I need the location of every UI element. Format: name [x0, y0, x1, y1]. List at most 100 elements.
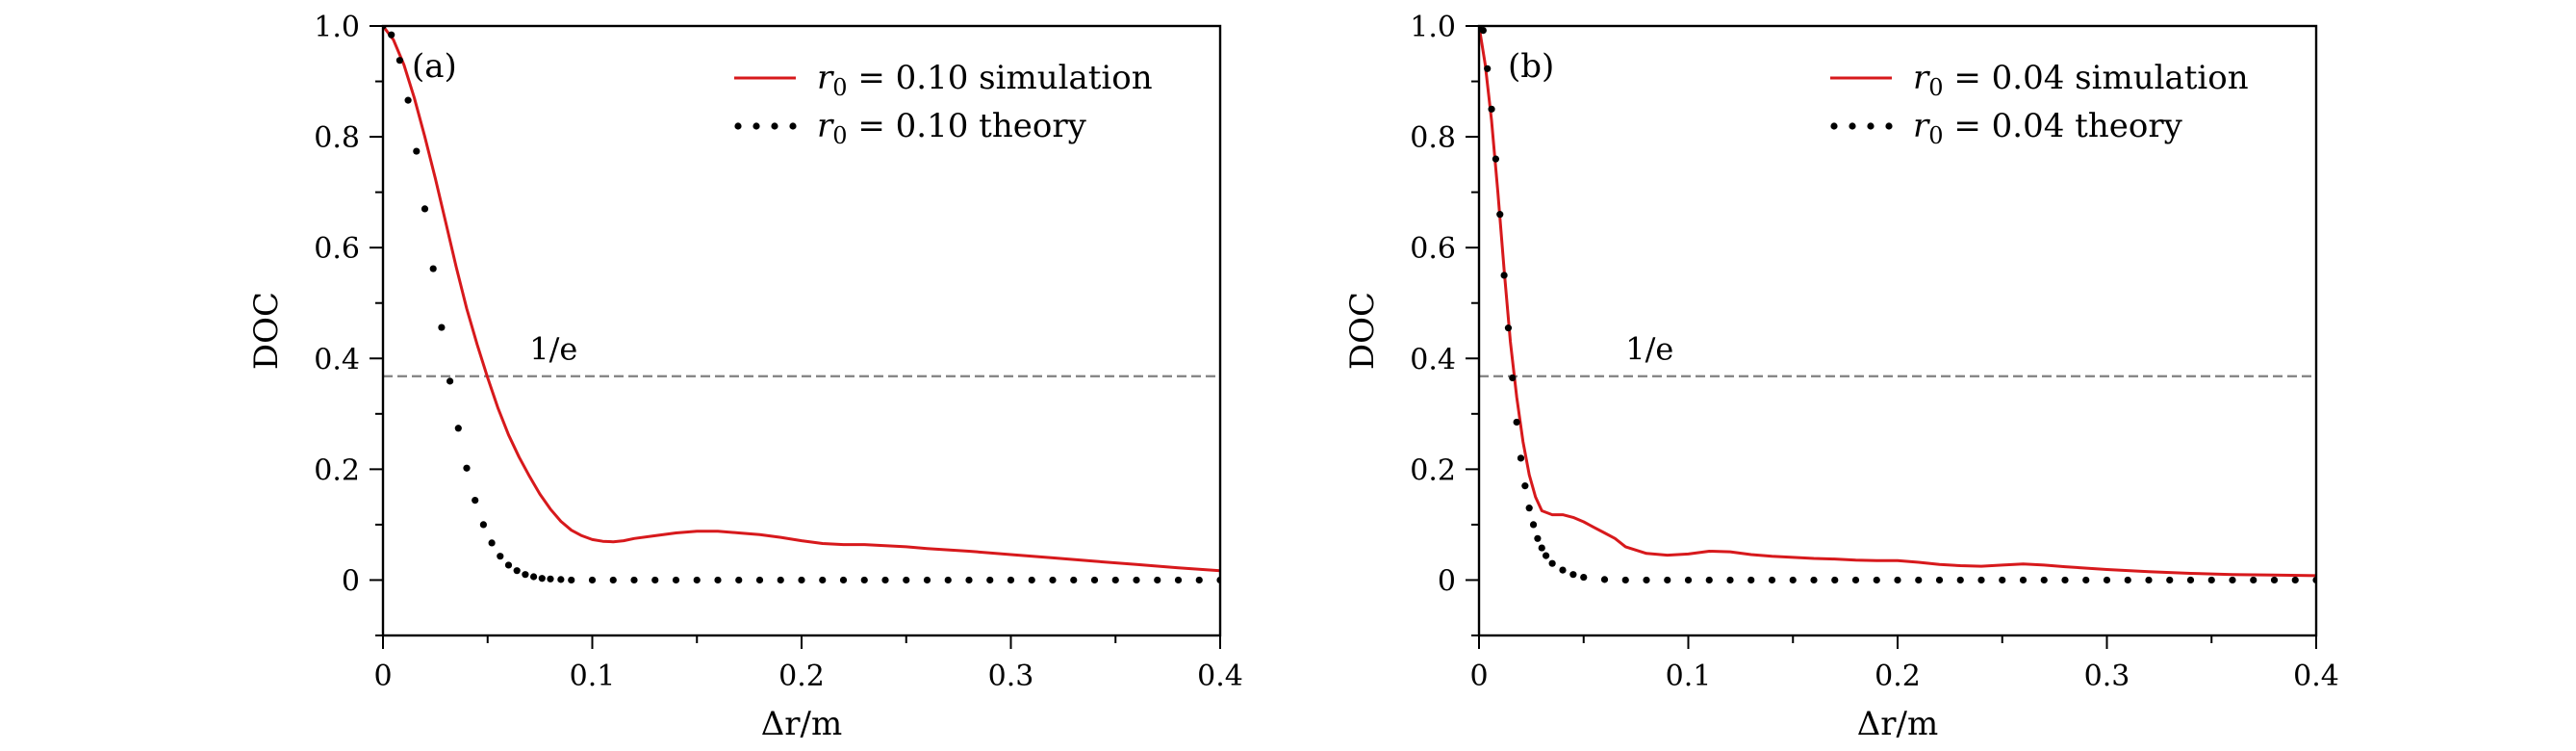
theory-point	[798, 576, 805, 584]
simulation-curve	[383, 26, 1220, 573]
theory-point	[1133, 576, 1140, 584]
theory-point	[1090, 576, 1099, 584]
theory-point	[2082, 576, 2090, 584]
y-tick-label: 0.4	[314, 343, 360, 376]
chart-panel-b: 1/e 0 0.1 0.2 0.3 0.4 0 0.2 0.4 0.6 0.8 1.0 Δr/m DOC (…	[1343, 11, 2339, 743]
theory-point	[1174, 576, 1183, 584]
theory-point	[693, 576, 701, 584]
theory-point	[1873, 576, 1880, 584]
theory-point	[2145, 576, 2153, 584]
theory-point	[1831, 576, 1839, 584]
legend-swatch-dot	[789, 122, 797, 130]
legend-text-rest: = 0.10 theory	[848, 107, 1087, 145]
theory-point	[2166, 576, 2174, 584]
x-tick-label: 0.3	[988, 660, 1034, 693]
legend-text-rest: = 0.04 simulation	[1944, 59, 2249, 97]
legend-variable: r	[817, 59, 834, 97]
theory-point	[2124, 576, 2131, 584]
theory-point	[538, 575, 546, 583]
theory-point	[513, 567, 521, 575]
legend-label: r0 = 0.04 theory	[1913, 107, 2183, 149]
theory-point	[1977, 576, 1985, 584]
theory-point	[1484, 65, 1492, 72]
theory-point	[944, 576, 952, 584]
theory-point	[1070, 576, 1078, 584]
theory-point	[1684, 576, 1693, 584]
y-tick-label: 1.0	[314, 11, 360, 44]
series-simulation	[383, 26, 1220, 573]
legend-text-rest: = 0.10 simulation	[848, 59, 1153, 97]
x-tick-label: 0.2	[1875, 660, 1921, 693]
theory-point	[2229, 576, 2236, 584]
theory-point	[1534, 534, 1542, 542]
legend-subscript: 0	[1928, 122, 1943, 149]
theory-point	[463, 464, 471, 472]
legend-item: r0 = 0.04 simulation	[1830, 59, 2249, 101]
theory-point	[1548, 559, 1556, 567]
theory-point	[1600, 576, 1609, 583]
theory-point	[1705, 576, 1713, 584]
axes-frame	[1477, 24, 2318, 637]
legend-subscript: 0	[1928, 74, 1943, 101]
theory-point	[839, 576, 848, 584]
theory-point	[1664, 576, 1671, 584]
theory-point	[714, 576, 722, 584]
theory-point	[1500, 272, 1508, 279]
x-axis-title: Δr/m	[761, 705, 843, 743]
theory-point	[881, 576, 889, 584]
axes-frame	[381, 24, 1222, 637]
theory-point	[404, 96, 412, 104]
x-tick-label: 0	[373, 660, 392, 693]
theory-point	[672, 576, 680, 584]
y-axis-title: DOC	[1343, 292, 1382, 370]
theory-point	[497, 553, 504, 560]
theory-point	[1028, 576, 1035, 584]
legend-variable: r	[817, 107, 834, 145]
theory-point	[1521, 482, 1529, 490]
theory-point	[903, 576, 910, 584]
legend-variable: r	[1913, 107, 1930, 145]
y-tick-label: 0.6	[1410, 232, 1456, 266]
legend-swatch-dot	[1849, 122, 1856, 130]
theory-point	[651, 576, 659, 584]
y-tick-label: 1.0	[1410, 11, 1456, 44]
theory-point	[1492, 155, 1499, 163]
theory-point	[1851, 576, 1860, 584]
theory-point	[2291, 576, 2299, 584]
x-tick-label: 0.4	[2293, 660, 2339, 693]
legend-label: r0 = 0.10 simulation	[817, 59, 1153, 101]
legend-item: r0 = 0.10 simulation	[734, 59, 1153, 101]
legend-subscript: 0	[832, 122, 847, 149]
theory-point	[819, 576, 827, 584]
theory-point	[504, 561, 513, 569]
x-tick-label: 0.1	[1666, 660, 1712, 693]
legend-subscript: 0	[832, 74, 847, 101]
theory-point	[429, 265, 437, 272]
theory-point	[1768, 576, 1776, 584]
theory-point	[1935, 576, 1944, 584]
reference-line-label: 1/e	[529, 331, 577, 368]
theory-point	[479, 521, 487, 529]
theory-point	[1580, 573, 1588, 582]
x-tick-label: 0.3	[2084, 660, 2130, 693]
theory-point	[1195, 576, 1203, 584]
legend-swatch-dot	[734, 122, 742, 130]
theory-point	[488, 539, 496, 547]
theory-point	[2207, 576, 2215, 584]
x-tick-label: 0	[1469, 660, 1488, 693]
theory-point	[1747, 576, 1755, 584]
theory-point	[438, 324, 446, 331]
legend-swatch-dot	[1830, 122, 1838, 130]
y-tick-label: 0	[1438, 564, 1456, 598]
panel-label: (a)	[412, 47, 457, 86]
x-axis-title: Δr/m	[1857, 705, 1939, 743]
theory-point	[986, 576, 994, 584]
y-tick-label: 0.6	[314, 232, 360, 266]
theory-point	[588, 576, 597, 584]
theory-point	[1504, 324, 1513, 332]
theory-point	[388, 31, 395, 39]
legend-swatch-dot	[771, 122, 778, 130]
theory-point	[1509, 374, 1517, 382]
y-tick-label: 0.8	[1410, 121, 1456, 155]
